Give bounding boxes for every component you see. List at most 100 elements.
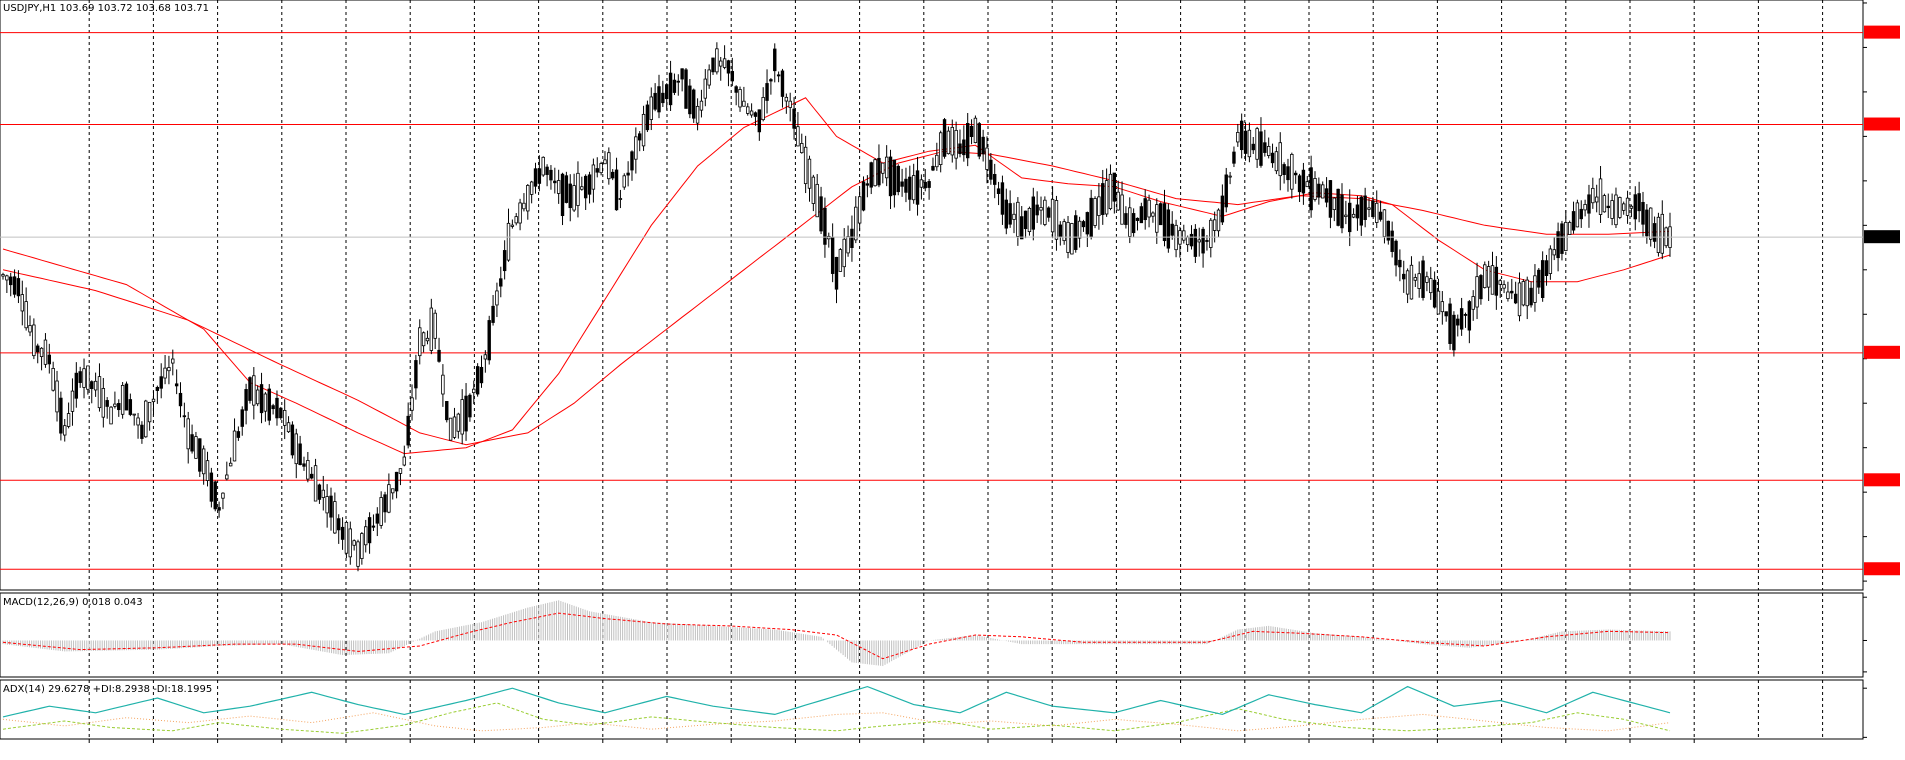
candle-body bbox=[448, 417, 453, 441]
candle-body bbox=[1212, 219, 1217, 231]
candle-body bbox=[1000, 182, 1005, 215]
macd-panel-frame bbox=[0, 592, 1864, 678]
candle-body bbox=[1139, 206, 1144, 224]
candle-body bbox=[877, 157, 881, 186]
candle-body bbox=[1340, 194, 1344, 229]
candle-body bbox=[699, 100, 704, 111]
candle-body bbox=[1135, 217, 1140, 221]
candle-body bbox=[969, 125, 974, 137]
candle-body bbox=[1591, 187, 1595, 204]
candle-body bbox=[1282, 164, 1286, 175]
candle-body bbox=[1043, 199, 1047, 225]
candle-body bbox=[564, 175, 569, 203]
candle-body bbox=[761, 97, 765, 121]
candle-body bbox=[502, 250, 507, 272]
candle-body bbox=[286, 422, 291, 433]
candle-body bbox=[63, 425, 67, 436]
candle-body bbox=[379, 497, 383, 526]
candle-body bbox=[626, 172, 630, 176]
candle-body bbox=[746, 106, 750, 114]
candle-body bbox=[1120, 194, 1124, 225]
candle-body bbox=[792, 108, 796, 129]
candle-body bbox=[1359, 196, 1363, 226]
candle-body bbox=[1602, 195, 1607, 213]
candle-body bbox=[703, 78, 708, 99]
candle-body bbox=[722, 58, 727, 68]
candle-body bbox=[638, 133, 642, 141]
candle-body bbox=[1097, 196, 1101, 216]
candle-body bbox=[1077, 220, 1082, 239]
candle-body bbox=[252, 375, 256, 406]
candle-body bbox=[1058, 224, 1063, 238]
candle-body bbox=[676, 80, 680, 83]
candle-body bbox=[1486, 266, 1491, 288]
candle-body bbox=[1301, 169, 1306, 194]
candle-body bbox=[1278, 142, 1282, 177]
candle-body bbox=[491, 305, 495, 323]
main-price-panel[interactable]: USDJPY,H1 103.69 103.72 103.68 103.71 bbox=[0, 0, 1864, 591]
candle-body bbox=[958, 143, 962, 155]
candle-body bbox=[622, 175, 626, 188]
candle-body bbox=[1614, 194, 1618, 226]
candle-body bbox=[1182, 230, 1186, 241]
candle-body bbox=[1321, 184, 1325, 199]
candle-body bbox=[1652, 223, 1657, 242]
candle-body bbox=[1440, 301, 1445, 313]
candle-body bbox=[16, 278, 21, 297]
candle-body bbox=[136, 417, 140, 426]
candle-body bbox=[167, 367, 171, 372]
candle-body bbox=[1050, 198, 1055, 233]
candle-body bbox=[1382, 209, 1387, 237]
candle-body bbox=[163, 367, 167, 379]
candle-body bbox=[1162, 203, 1167, 242]
candle-body bbox=[337, 518, 341, 531]
candle-body bbox=[1104, 180, 1109, 215]
horizontal-levels[interactable] bbox=[0, 32, 1863, 570]
candle-body bbox=[1344, 214, 1348, 218]
candle-body bbox=[364, 526, 368, 546]
ma-slow-line bbox=[2, 150, 1671, 446]
candle-body bbox=[757, 109, 762, 133]
candle-body bbox=[965, 122, 970, 159]
candle-body bbox=[90, 381, 94, 390]
candle-body bbox=[506, 222, 511, 261]
candle-body bbox=[1502, 284, 1506, 289]
candle-body bbox=[375, 513, 380, 524]
candle-body bbox=[707, 69, 711, 86]
candle-body bbox=[70, 390, 75, 412]
candle-body bbox=[942, 119, 947, 157]
candle-body bbox=[742, 100, 746, 107]
adx-panel[interactable]: ADX(14) 29.6278 +DI:8.2938 -DI:18.1995 bbox=[0, 679, 1864, 740]
candle-body bbox=[580, 186, 584, 190]
current-price-tag bbox=[1864, 230, 1900, 244]
candle-body bbox=[1629, 205, 1634, 209]
candle-body bbox=[645, 104, 650, 131]
candle-body bbox=[1108, 173, 1113, 210]
candle-body bbox=[1660, 213, 1664, 254]
candle-body bbox=[78, 371, 82, 383]
candle-body bbox=[74, 372, 79, 399]
candle-body bbox=[97, 376, 102, 409]
candle-body bbox=[927, 181, 931, 188]
candle-body bbox=[36, 345, 40, 353]
candle-body bbox=[684, 69, 688, 109]
candle-body bbox=[1309, 167, 1313, 211]
candle-body bbox=[962, 139, 966, 156]
candle-body bbox=[1158, 203, 1163, 226]
candle-body bbox=[194, 436, 198, 459]
candle-body bbox=[1355, 204, 1360, 219]
level-tag-background bbox=[1864, 345, 1900, 359]
time-axis[interactable] bbox=[88, 739, 1695, 743]
macd-panel[interactable]: MACD(12,26,9) 0.018 0.043 bbox=[0, 592, 1864, 678]
candle-body bbox=[537, 168, 542, 184]
candle-body bbox=[618, 198, 623, 200]
candle-body bbox=[5, 275, 9, 281]
price-candles bbox=[1, 42, 1672, 572]
macd-signal-polyline bbox=[2, 612, 1671, 660]
candle-body bbox=[367, 517, 372, 544]
candle-body bbox=[1548, 248, 1553, 274]
adx-lines bbox=[2, 685, 1671, 734]
candle-body bbox=[1112, 172, 1117, 202]
candle-body bbox=[881, 162, 885, 174]
candle-body bbox=[668, 72, 673, 106]
